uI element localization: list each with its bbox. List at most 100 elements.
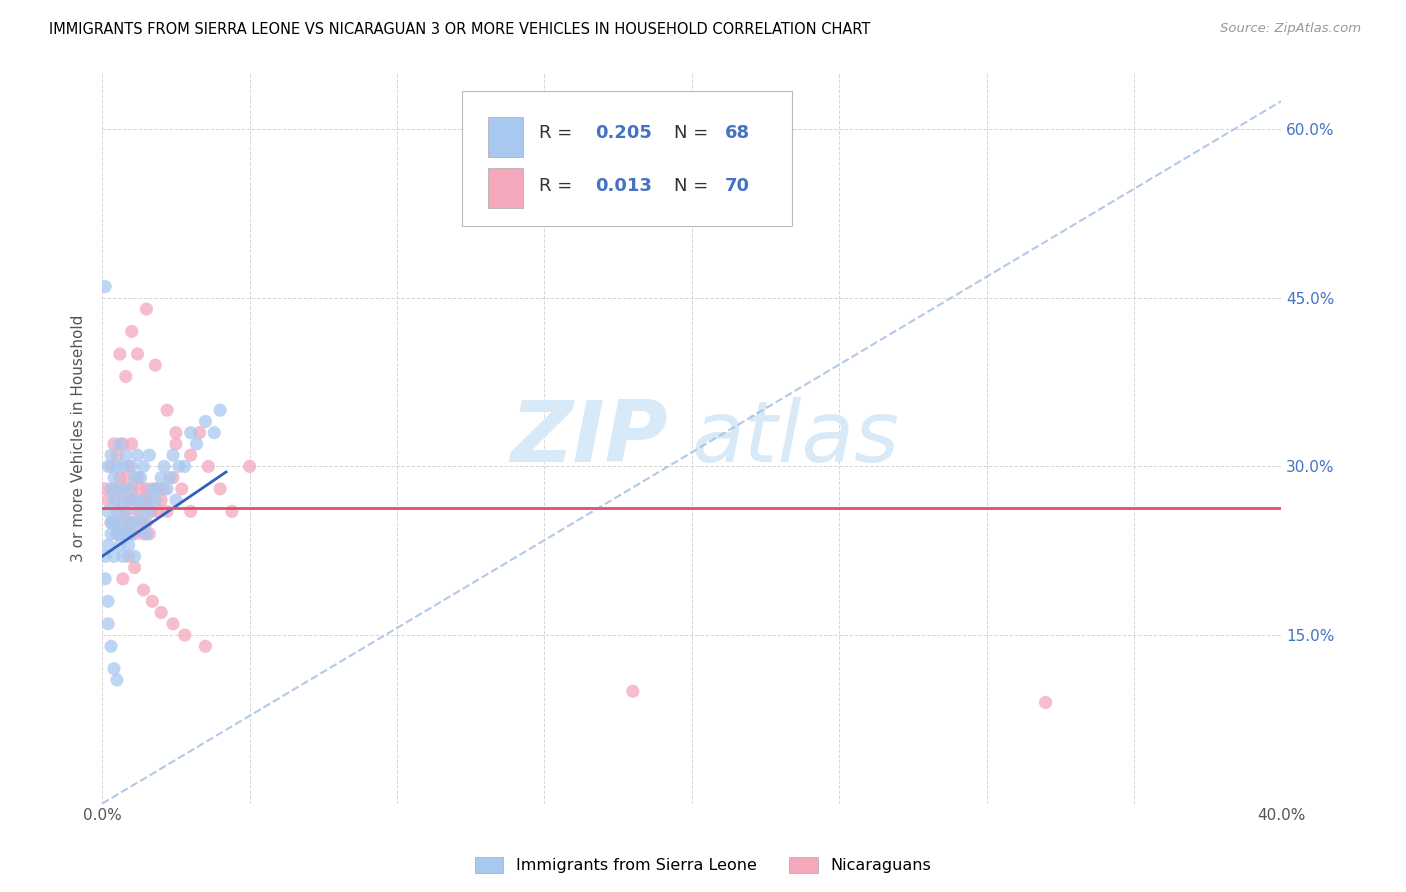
Point	[150, 606, 173, 620]
Text: 0.013: 0.013	[595, 178, 652, 195]
Point	[180, 448, 202, 462]
Point	[100, 516, 122, 530]
Point	[138, 493, 160, 508]
Text: Source: ZipAtlas.com: Source: ZipAtlas.com	[1220, 22, 1361, 36]
Point	[108, 516, 131, 530]
Point	[135, 526, 157, 541]
Point	[100, 459, 122, 474]
Text: N =: N =	[673, 178, 714, 195]
Point	[114, 526, 136, 541]
Point	[118, 493, 141, 508]
Point	[111, 572, 134, 586]
Point	[111, 437, 134, 451]
Point	[103, 470, 125, 484]
Point	[143, 358, 166, 372]
Point	[167, 459, 190, 474]
Point	[114, 470, 136, 484]
Point	[129, 504, 152, 518]
Point	[118, 516, 141, 530]
Point	[105, 459, 128, 474]
Point	[103, 437, 125, 451]
Point	[103, 493, 125, 508]
Point	[124, 560, 146, 574]
Point	[118, 482, 141, 496]
Point	[138, 448, 160, 462]
Point	[159, 470, 181, 484]
Point	[121, 482, 143, 496]
Point	[108, 470, 131, 484]
Text: atlas: atlas	[692, 397, 900, 480]
Point	[186, 437, 208, 451]
Point	[94, 482, 117, 496]
Point	[97, 493, 120, 508]
Point	[105, 504, 128, 518]
Point	[103, 482, 125, 496]
Point	[143, 482, 166, 496]
Point	[127, 493, 149, 508]
Point	[153, 482, 176, 496]
Point	[121, 437, 143, 451]
Point	[100, 516, 122, 530]
Point	[114, 448, 136, 462]
Point	[162, 470, 184, 484]
Point	[165, 425, 187, 440]
Point	[121, 459, 143, 474]
Point	[135, 493, 157, 508]
Point	[118, 459, 141, 474]
Point	[135, 301, 157, 316]
Point	[156, 504, 179, 518]
Point	[121, 493, 143, 508]
Point	[127, 504, 149, 518]
Point	[124, 516, 146, 530]
Point	[132, 526, 155, 541]
Point	[180, 425, 202, 440]
Text: 70: 70	[725, 178, 749, 195]
Point	[108, 482, 131, 496]
Point	[100, 448, 122, 462]
Point	[129, 470, 152, 484]
Point	[180, 504, 202, 518]
Text: 68: 68	[725, 124, 749, 142]
Point	[97, 616, 120, 631]
Point	[100, 639, 122, 653]
Point	[129, 516, 152, 530]
Point	[108, 504, 131, 518]
Point	[132, 459, 155, 474]
Point	[114, 526, 136, 541]
Point	[124, 470, 146, 484]
Point	[621, 684, 644, 698]
Point	[194, 414, 217, 428]
Point	[121, 526, 143, 541]
Point	[111, 549, 134, 564]
Text: R =: R =	[538, 124, 578, 142]
Point	[148, 504, 170, 518]
Point	[94, 279, 117, 293]
Point	[221, 504, 243, 518]
Point	[148, 482, 170, 496]
Point	[143, 493, 166, 508]
Point	[132, 516, 155, 530]
Point	[127, 470, 149, 484]
FancyBboxPatch shape	[461, 91, 792, 227]
Point	[141, 482, 163, 496]
Point	[209, 482, 232, 496]
Point	[94, 549, 117, 564]
Point	[103, 516, 125, 530]
Point	[135, 482, 157, 496]
Point	[100, 526, 122, 541]
Point	[153, 459, 176, 474]
Point	[97, 594, 120, 608]
Point	[132, 493, 155, 508]
Point	[194, 639, 217, 653]
Point	[105, 526, 128, 541]
Point	[150, 470, 173, 484]
Point	[108, 347, 131, 361]
Point	[114, 369, 136, 384]
Point	[141, 594, 163, 608]
Point	[111, 482, 134, 496]
Point	[173, 628, 195, 642]
Point	[108, 437, 131, 451]
Point	[108, 526, 131, 541]
Point	[239, 459, 262, 474]
Point	[118, 538, 141, 552]
